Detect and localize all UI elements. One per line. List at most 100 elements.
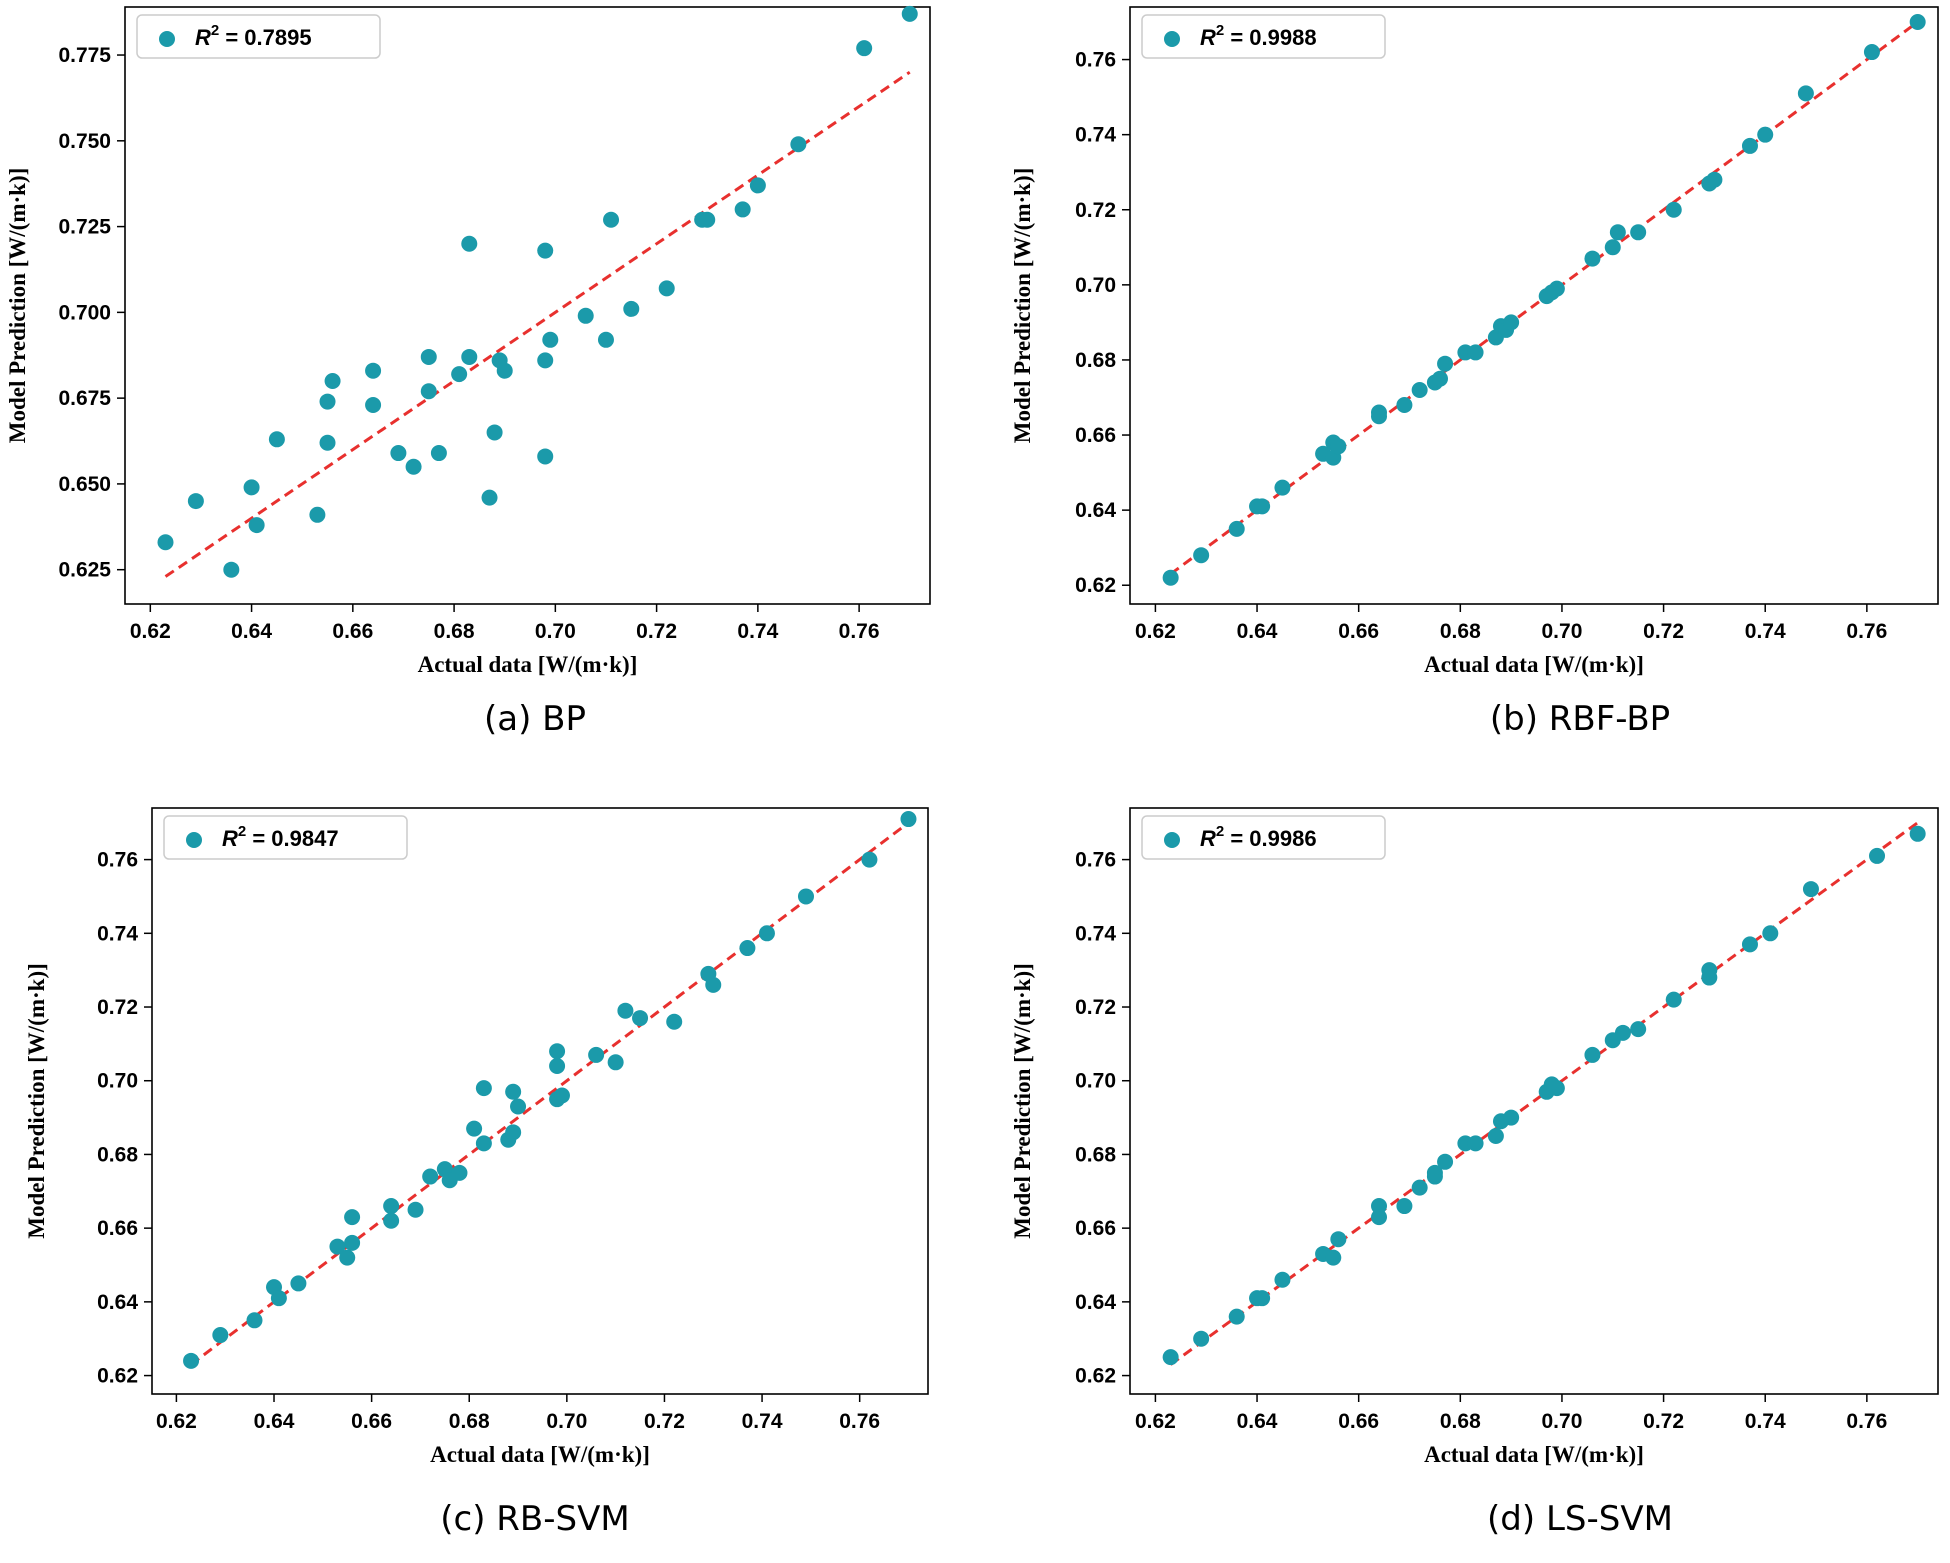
data-point bbox=[510, 1098, 527, 1115]
data-point bbox=[496, 362, 513, 379]
x-tick-label: 0.62 bbox=[156, 1410, 197, 1433]
data-point bbox=[1330, 1231, 1347, 1248]
legend-box bbox=[1141, 14, 1386, 59]
data-point bbox=[1228, 520, 1245, 537]
data-point bbox=[1503, 314, 1520, 331]
data-point bbox=[861, 851, 878, 868]
y-tick-label: 0.625 bbox=[58, 559, 111, 582]
data-point bbox=[699, 211, 716, 228]
legend-box bbox=[136, 14, 381, 59]
data-point bbox=[1630, 224, 1647, 241]
y-tick-label: 0.66 bbox=[1075, 424, 1116, 447]
y-tick-label: 0.74 bbox=[1075, 922, 1116, 945]
y-tick-label: 0.750 bbox=[58, 130, 111, 153]
x-tick-label: 0.62 bbox=[130, 620, 171, 643]
y-axis-label: Model Prediction [W/(m·k)] bbox=[5, 168, 30, 444]
data-point bbox=[383, 1212, 400, 1229]
data-point bbox=[319, 434, 336, 451]
data-point bbox=[405, 458, 422, 475]
x-tick-label: 0.72 bbox=[1643, 1410, 1684, 1433]
x-tick-label: 0.76 bbox=[839, 1410, 880, 1433]
y-tick-label: 0.72 bbox=[1075, 996, 1116, 1019]
data-point bbox=[486, 424, 503, 441]
data-point bbox=[505, 1124, 522, 1141]
data-point bbox=[365, 362, 382, 379]
legend-c: R2 = 0.9847 bbox=[163, 815, 408, 860]
legend-value: = 0.9988 bbox=[1224, 25, 1316, 50]
data-point bbox=[1757, 126, 1774, 143]
data-point bbox=[749, 177, 766, 194]
data-point bbox=[1614, 1024, 1631, 1041]
data-point bbox=[901, 5, 918, 22]
x-tick-label: 0.68 bbox=[434, 620, 475, 643]
legend-marker bbox=[1164, 31, 1180, 47]
data-point bbox=[1467, 1135, 1484, 1152]
legend-b: R2 = 0.9988 bbox=[1141, 14, 1386, 59]
data-point bbox=[549, 1057, 566, 1074]
data-point bbox=[1431, 370, 1448, 387]
panel-caption-b: (b) RBF-BP bbox=[1490, 699, 1670, 739]
data-point bbox=[1741, 137, 1758, 154]
data-point bbox=[1487, 1128, 1504, 1145]
legend-label: R2 = 0.9986 bbox=[1200, 823, 1317, 851]
y-tick-label: 0.70 bbox=[1075, 274, 1116, 297]
data-point bbox=[603, 211, 620, 228]
data-point bbox=[319, 393, 336, 410]
data-point bbox=[856, 40, 873, 57]
data-point bbox=[1630, 1021, 1647, 1038]
data-point bbox=[1437, 1153, 1454, 1170]
y-tick-label: 0.68 bbox=[97, 1143, 138, 1166]
y-tick-label: 0.66 bbox=[1075, 1217, 1116, 1240]
data-point bbox=[420, 348, 437, 365]
legend-marker bbox=[186, 832, 202, 848]
data-point bbox=[632, 1010, 649, 1027]
fit-line-a bbox=[164, 70, 911, 578]
x-tick-label: 0.70 bbox=[1542, 620, 1583, 643]
data-point bbox=[1330, 438, 1347, 455]
x-tick-label: 0.76 bbox=[1846, 620, 1887, 643]
data-point bbox=[1371, 1209, 1388, 1226]
data-point bbox=[549, 1043, 566, 1060]
legend-superscript: 2 bbox=[238, 823, 246, 840]
data-point bbox=[407, 1201, 424, 1218]
legend-label: R2 = 0.9988 bbox=[1200, 22, 1317, 50]
y-tick-label: 0.76 bbox=[1075, 49, 1116, 72]
data-point bbox=[790, 136, 807, 153]
y-tick-label: 0.64 bbox=[97, 1291, 138, 1314]
x-tick-label: 0.74 bbox=[737, 620, 778, 643]
y-tick-label: 0.62 bbox=[1075, 574, 1116, 597]
data-point bbox=[1909, 14, 1926, 31]
panel-caption-d: (d) LS-SVM bbox=[1487, 1499, 1673, 1539]
data-point bbox=[329, 1238, 346, 1255]
legend-label: R2 = 0.7895 bbox=[195, 22, 312, 50]
data-point bbox=[1665, 201, 1682, 218]
legend-a: R2 = 0.7895 bbox=[136, 14, 381, 59]
data-point bbox=[739, 940, 756, 957]
data-point bbox=[542, 331, 559, 348]
data-point bbox=[1869, 847, 1886, 864]
data-point bbox=[157, 534, 174, 551]
x-tick-label: 0.64 bbox=[231, 620, 272, 643]
data-point bbox=[1411, 381, 1428, 398]
data-point bbox=[422, 1168, 439, 1185]
data-point bbox=[588, 1046, 605, 1063]
x-axis-label: Actual data [W/(m·k)] bbox=[430, 1442, 650, 1467]
data-point bbox=[420, 383, 437, 400]
y-tick-label: 0.64 bbox=[1075, 1291, 1116, 1314]
x-tick-label: 0.76 bbox=[1846, 1410, 1887, 1433]
panel-c: 0.62 0.64 0.66 0.68 0.70 0.72 0.74 0.76 0.62 0.64… bbox=[24, 807, 929, 1467]
data-point bbox=[430, 445, 447, 462]
data-point bbox=[900, 811, 917, 828]
data-point bbox=[553, 1087, 570, 1104]
x-tick-label: 0.68 bbox=[1440, 620, 1481, 643]
data-point bbox=[617, 1002, 634, 1019]
data-point bbox=[1584, 1046, 1601, 1063]
legend-label: R2 = 0.9847 bbox=[222, 823, 339, 851]
data-point bbox=[658, 280, 675, 297]
data-point bbox=[481, 489, 498, 506]
data-point bbox=[758, 925, 775, 942]
x-tick-label: 0.70 bbox=[1542, 1410, 1583, 1433]
data-point bbox=[1325, 1249, 1342, 1266]
data-point bbox=[1503, 1109, 1520, 1126]
data-point bbox=[1741, 936, 1758, 953]
